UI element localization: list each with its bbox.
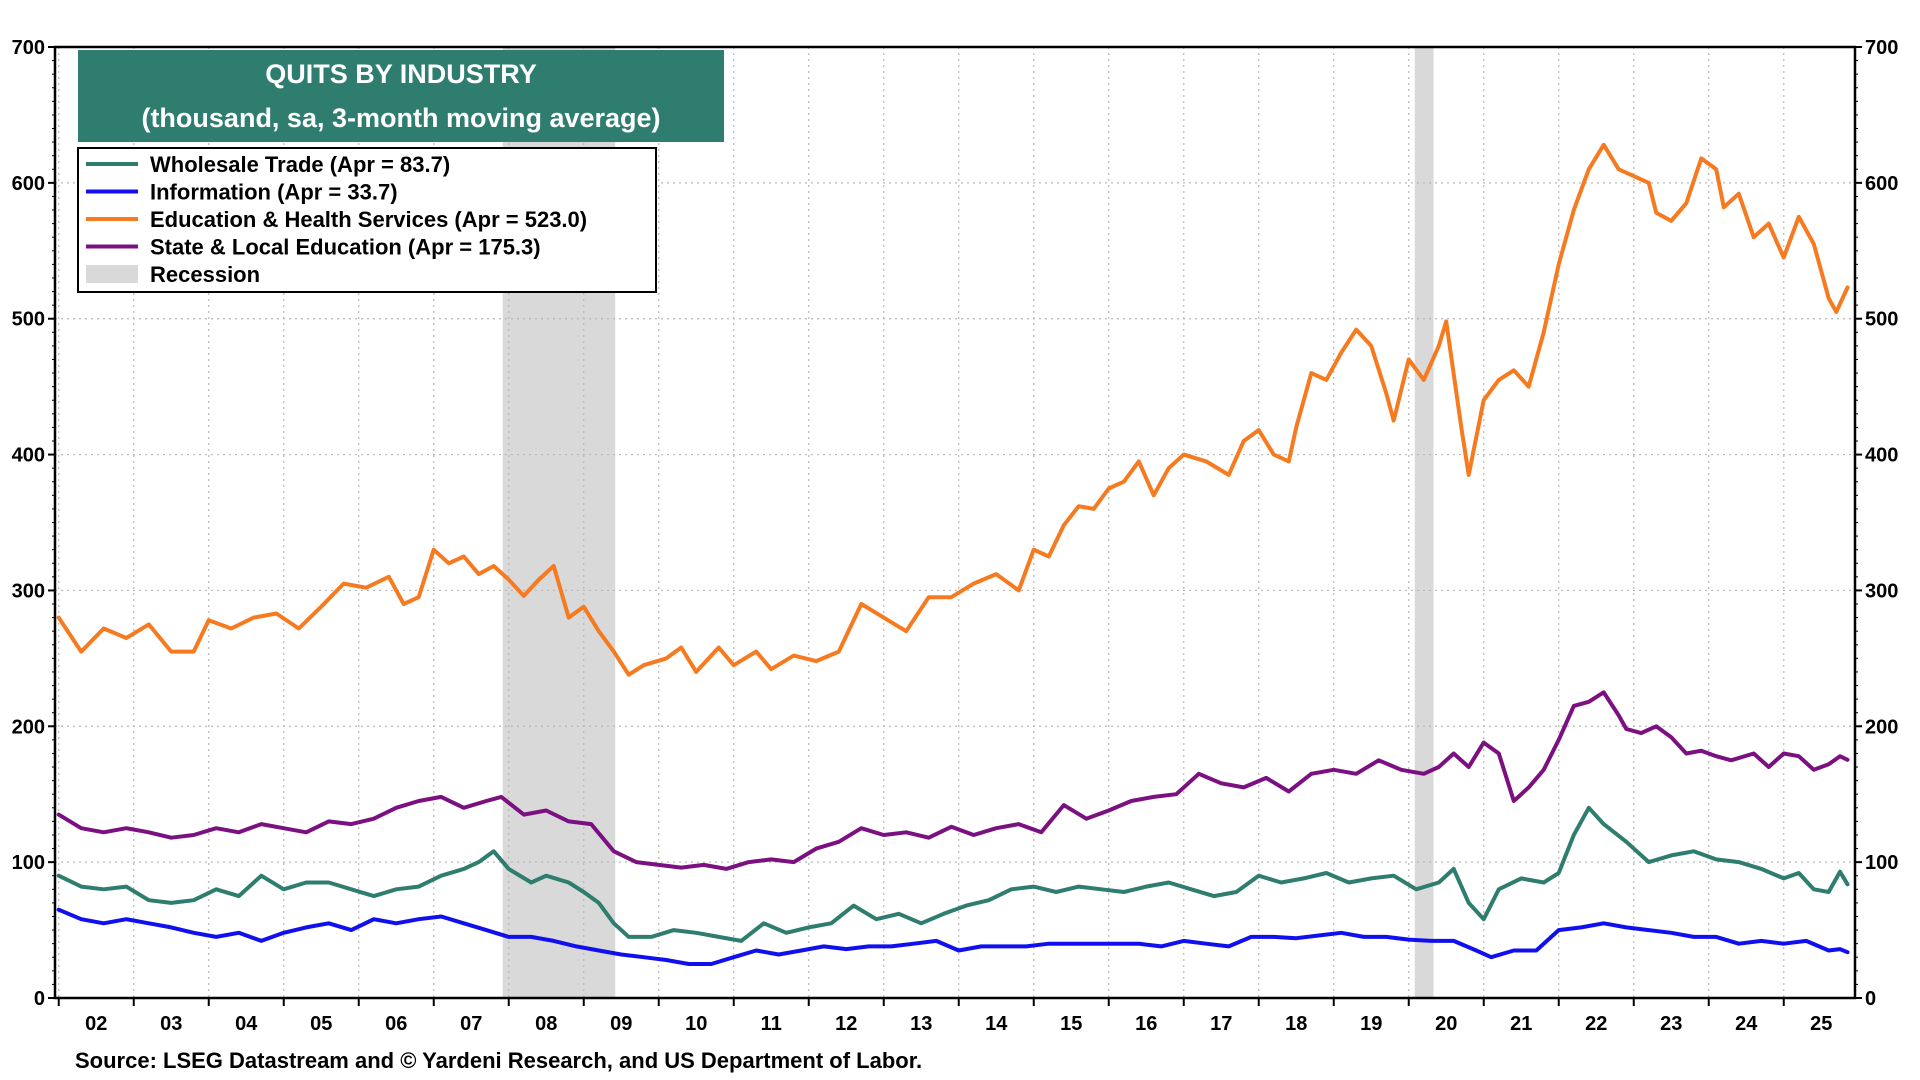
- legend-label-2: Education & Health Services (Apr = 523.0…: [150, 207, 587, 232]
- grid-lines: [55, 47, 1855, 998]
- y-tick-label-right: 600: [1865, 173, 1898, 195]
- y-tick-label-right: 700: [1865, 37, 1898, 59]
- recession-band-1: [1414, 47, 1434, 998]
- legend: Wholesale Trade (Apr = 83.7) Information …: [77, 147, 657, 293]
- y-tick-label-left: 200: [12, 716, 45, 738]
- x-tick-label: 10: [685, 1013, 707, 1035]
- y-tick-label-left: 700: [12, 37, 45, 59]
- x-tick-label: 04: [235, 1013, 258, 1035]
- x-tick-label: 22: [1585, 1013, 1607, 1035]
- y-tick-label-left: 0: [34, 988, 45, 1010]
- legend-label-3: State & Local Education (Apr = 175.3): [150, 235, 541, 260]
- y-tick-label-left: 300: [12, 580, 45, 602]
- x-tick-label: 23: [1660, 1013, 1682, 1035]
- x-tick-label: 03: [160, 1013, 182, 1035]
- y-tick-label-right: 400: [1865, 445, 1898, 467]
- x-tick-label: 02: [85, 1013, 107, 1035]
- legend-label-1: Information (Apr = 33.7): [150, 180, 398, 205]
- x-tick-label: 12: [835, 1013, 857, 1035]
- series-line-1: [56, 690, 1850, 871]
- axes: 0 0 100 100 200 200 300 300 400 400 500 500 600 600 70…: [12, 37, 1899, 1035]
- y-tick-label-right: 300: [1865, 580, 1898, 602]
- x-tick-label: 15: [1060, 1013, 1082, 1035]
- x-tick-label: 11: [761, 1013, 782, 1035]
- x-tick-label: 19: [1360, 1013, 1382, 1035]
- y-tick-label-left: 100: [12, 852, 45, 874]
- x-tick-label: 20: [1435, 1013, 1457, 1035]
- x-tick-label: 06: [385, 1013, 407, 1035]
- source-note: Source: LSEG Datastream and © Yardeni Re…: [75, 1048, 922, 1073]
- x-tick-label: 14: [985, 1013, 1008, 1035]
- x-tick-label: 17: [1210, 1013, 1232, 1035]
- title-background: [78, 50, 724, 142]
- series-lines: [56, 142, 1850, 966]
- series-line-2: [56, 805, 1850, 943]
- y-tick-label-right: 500: [1865, 309, 1898, 331]
- title-box: QUITS BY INDUSTRY (thousand, sa, 3-month…: [78, 50, 724, 142]
- y-tick-label-left: 500: [12, 309, 45, 331]
- legend-label-0: Wholesale Trade (Apr = 83.7): [150, 152, 450, 177]
- x-tick-label: 09: [610, 1013, 632, 1035]
- y-tick-label-right: 200: [1865, 716, 1898, 738]
- x-tick-label: 16: [1135, 1013, 1157, 1035]
- x-tick-label: 24: [1735, 1013, 1758, 1035]
- y-tick-label-left: 400: [12, 445, 45, 467]
- series-line-0: [56, 142, 1850, 677]
- x-tick-label: 05: [310, 1013, 332, 1035]
- x-tick-label: 13: [910, 1013, 932, 1035]
- y-tick-label-left: 600: [12, 173, 45, 195]
- x-tick-label: 18: [1285, 1013, 1307, 1035]
- x-tick-label: 07: [460, 1013, 482, 1035]
- y-tick-label-right: 0: [1865, 988, 1876, 1010]
- legend-box: [77, 147, 657, 293]
- legend-swatch-4: [86, 265, 138, 283]
- series-line-3: [56, 907, 1850, 966]
- chart-subtitle: (thousand, sa, 3-month moving average): [141, 103, 660, 133]
- x-tick-label: 25: [1810, 1013, 1832, 1035]
- x-tick-label: 21: [1510, 1013, 1532, 1035]
- x-tick-label: 08: [535, 1013, 557, 1035]
- chart-title: QUITS BY INDUSTRY: [265, 59, 537, 89]
- legend-label-4: Recession: [150, 262, 260, 287]
- y-tick-label-right: 100: [1865, 852, 1898, 874]
